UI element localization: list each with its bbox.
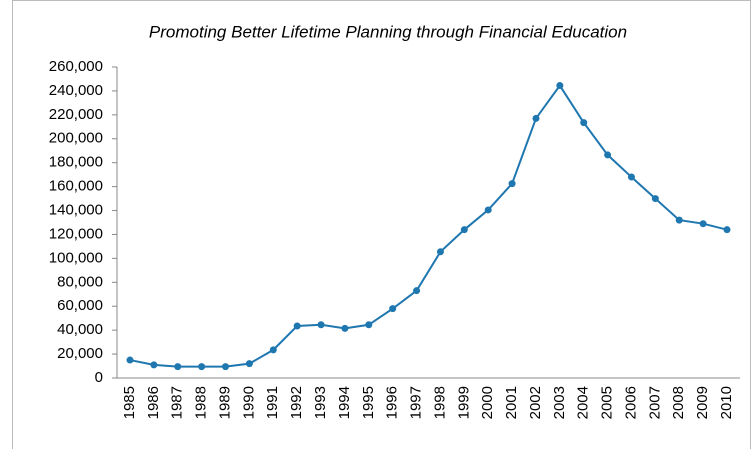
x-tick-label: 1992 <box>288 386 305 419</box>
y-tick-label: 180,000 <box>49 154 103 171</box>
data-point <box>484 206 492 214</box>
data-point <box>222 363 230 371</box>
x-tick-label: 1989 <box>216 386 233 419</box>
x-tick-label: 1997 <box>408 386 425 419</box>
chart-title: Promoting Better Lifetime Planning throu… <box>149 22 627 41</box>
y-tick-label: 160,000 <box>49 178 103 195</box>
chart-frame <box>12 0 751 449</box>
y-tick-label: 60,000 <box>57 297 103 314</box>
x-tick-label: 1986 <box>145 386 162 419</box>
data-point <box>174 363 182 371</box>
data-point <box>675 216 683 224</box>
y-tick-label: 260,000 <box>49 58 103 75</box>
y-tick-label: 120,000 <box>49 225 103 242</box>
data-point <box>126 356 134 364</box>
x-tick-label: 1993 <box>312 386 329 419</box>
data-point <box>699 220 707 228</box>
data-point <box>556 82 564 90</box>
x-tick-label: 1994 <box>336 386 353 419</box>
x-tick-label: 1995 <box>360 386 377 419</box>
x-tick-label: 1999 <box>455 386 472 419</box>
y-tick-label: 140,000 <box>49 202 103 219</box>
data-point <box>723 226 731 234</box>
y-tick-label: 20,000 <box>57 345 103 362</box>
x-tick-label: 2008 <box>670 386 687 419</box>
x-tick-label: 2007 <box>646 386 663 419</box>
y-tick-label: 0 <box>95 369 103 386</box>
x-tick-label: 1998 <box>431 386 448 419</box>
x-tick-label: 2010 <box>718 386 735 419</box>
data-point <box>198 363 206 371</box>
data-point <box>460 226 468 234</box>
data-point <box>436 248 444 256</box>
x-tick-label: 1987 <box>169 386 186 419</box>
data-point <box>317 321 325 329</box>
x-tick-label: 2001 <box>503 386 520 419</box>
x-tick-label: 2002 <box>527 386 544 419</box>
data-point <box>293 322 301 330</box>
x-tick-label: 2006 <box>622 386 639 419</box>
y-tick-label: 200,000 <box>49 130 103 147</box>
data-point <box>389 305 397 313</box>
x-tick-label: 1991 <box>264 386 281 419</box>
data-point <box>245 360 253 368</box>
x-tick-label: 2004 <box>575 386 592 419</box>
data-point <box>413 287 421 295</box>
y-tick-label: 240,000 <box>49 82 103 99</box>
data-point <box>651 195 659 203</box>
data-point <box>580 119 588 127</box>
y-tick-label: 220,000 <box>49 106 103 123</box>
data-point <box>341 324 349 332</box>
data-point <box>150 361 158 369</box>
data-point <box>365 321 373 329</box>
y-tick-label: 80,000 <box>57 273 103 290</box>
data-point <box>604 151 612 159</box>
series-line <box>129 83 728 368</box>
y-tick-label: 100,000 <box>49 249 103 266</box>
x-tick-label: 2009 <box>694 386 711 419</box>
y-tick-label: 40,000 <box>57 321 103 338</box>
x-tick-label: 1988 <box>193 386 210 419</box>
x-tick-label: 1996 <box>384 386 401 419</box>
data-point <box>627 173 635 181</box>
data-point <box>508 180 516 188</box>
x-tick-label: 2003 <box>551 386 568 419</box>
data-point <box>269 346 277 354</box>
data-point <box>532 114 540 122</box>
x-tick-label: 2005 <box>599 386 616 419</box>
x-tick-label: 1985 <box>121 386 138 419</box>
x-tick-label: 1990 <box>240 386 257 419</box>
x-tick-label: 2000 <box>479 386 496 419</box>
